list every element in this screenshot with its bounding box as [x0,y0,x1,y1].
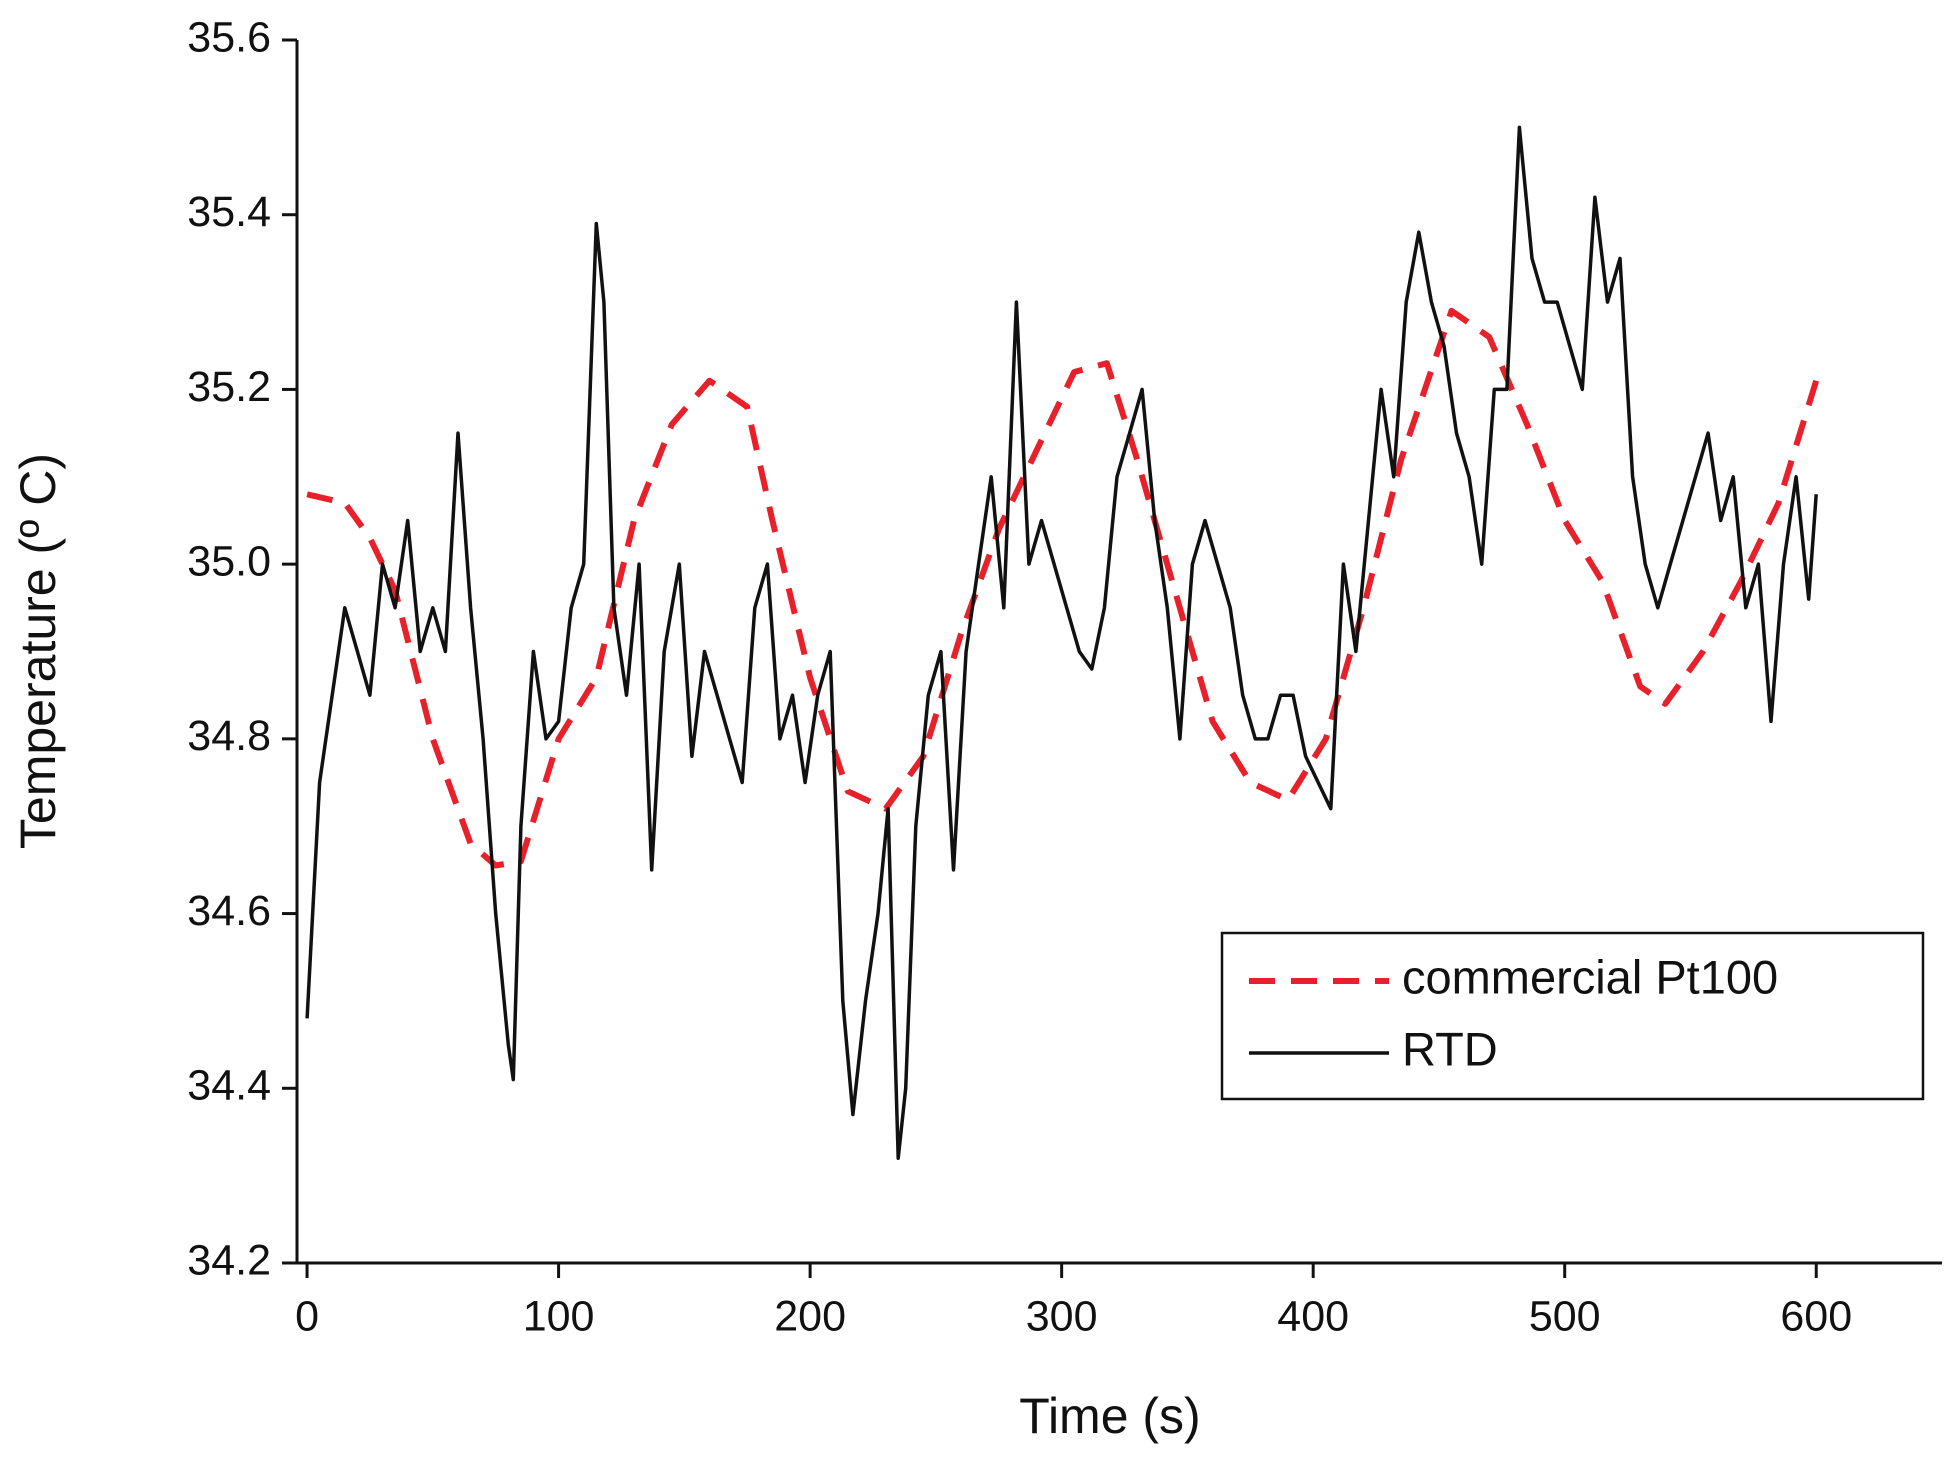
x-tick-label: 200 [774,1292,846,1340]
x-tick-label: 400 [1277,1292,1349,1340]
y-tick-label: 34.6 [187,887,271,935]
legend-box [1220,931,1925,1101]
x-tick-label: 100 [523,1292,595,1340]
x-axis-label: Time (s) [1019,1388,1200,1444]
y-tick-label: 34.2 [187,1236,271,1284]
y-axis-label: Temperature (º C) [10,453,66,849]
y-tick-label: 35.4 [187,188,271,236]
legend-label: commercial Pt100 [1402,950,1778,1003]
y-tick-label: 34.8 [187,712,271,760]
x-tick-label: 300 [1026,1292,1098,1340]
x-tick-label: 600 [1780,1292,1852,1340]
y-tick-label: 35.2 [187,363,271,411]
y-tick-label: 35.0 [187,538,271,586]
y-tick-label: 34.4 [187,1062,271,1110]
series-line [305,125,1818,1160]
x-tick-label: 500 [1529,1292,1601,1340]
y-tick-label: 35.6 [187,13,271,61]
legend-label: RTD [1402,1022,1498,1075]
x-tick-label: 0 [295,1292,319,1340]
